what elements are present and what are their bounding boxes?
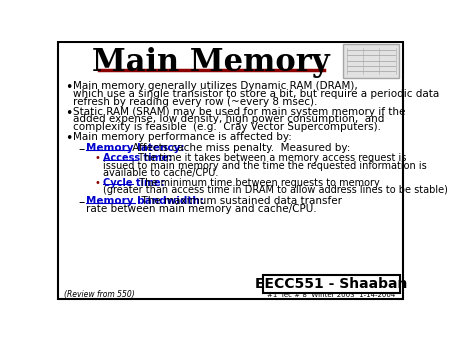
Text: which use a single transistor to store a bit, but require a periodic data: which use a single transistor to store a…: [73, 89, 440, 99]
Text: available to cache/CPU.: available to cache/CPU.: [103, 168, 218, 178]
Text: •: •: [66, 107, 73, 120]
Text: EECC551 - Shaaban: EECC551 - Shaaban: [255, 277, 408, 291]
Text: The maximum sustained data transfer: The maximum sustained data transfer: [135, 196, 342, 206]
Text: (greater than access time in DRAM to allow address lines to be stable): (greater than access time in DRAM to all…: [103, 185, 448, 195]
Text: rate between main memory and cache/CPU.: rate between main memory and cache/CPU.: [86, 204, 316, 214]
FancyBboxPatch shape: [263, 275, 400, 293]
Text: (Review from 550): (Review from 550): [64, 290, 135, 299]
Text: #1  lec # 8  Winter 2003  1-14-2004: #1 lec # 8 Winter 2003 1-14-2004: [267, 292, 396, 298]
Text: •: •: [95, 178, 101, 188]
Text: added expense, low density, high power consumption,  and: added expense, low density, high power c…: [73, 115, 385, 124]
Text: issued to main memory and the time the requested information is: issued to main memory and the time the r…: [103, 161, 427, 171]
Text: The minimum time between requests to memory: The minimum time between requests to mem…: [133, 178, 379, 188]
Text: Main memory generally utilizes Dynamic RAM (DRAM),: Main memory generally utilizes Dynamic R…: [73, 80, 358, 91]
Text: Access time:: Access time:: [103, 153, 172, 163]
Text: •: •: [66, 132, 73, 145]
Text: Main Memory: Main Memory: [92, 47, 330, 78]
Text: refresh by reading every row (~every 8 msec).: refresh by reading every row (~every 8 m…: [73, 97, 318, 107]
FancyBboxPatch shape: [58, 42, 404, 299]
Text: •: •: [66, 80, 73, 94]
Text: Memory latency:: Memory latency:: [86, 143, 184, 153]
FancyBboxPatch shape: [343, 44, 399, 77]
Text: •: •: [95, 153, 101, 163]
Text: The time it takes between a memory access request is: The time it takes between a memory acces…: [135, 153, 407, 163]
Text: Cycle time:: Cycle time:: [103, 178, 164, 188]
Text: Main memory performance is affected by:: Main memory performance is affected by:: [73, 132, 292, 142]
Text: –: –: [78, 143, 84, 156]
Text: complexity is feasible  (e.g.  Cray Vector Supercomputers).: complexity is feasible (e.g. Cray Vector…: [73, 122, 381, 132]
Text: Static RAM (SRAM) may be used for main system memory if the: Static RAM (SRAM) may be used for main s…: [73, 107, 406, 117]
Text: Memory bandwidth:: Memory bandwidth:: [86, 196, 203, 206]
Text: –: –: [78, 196, 84, 209]
Text: Affects cache miss penalty.  Measured by:: Affects cache miss penalty. Measured by:: [129, 143, 351, 153]
